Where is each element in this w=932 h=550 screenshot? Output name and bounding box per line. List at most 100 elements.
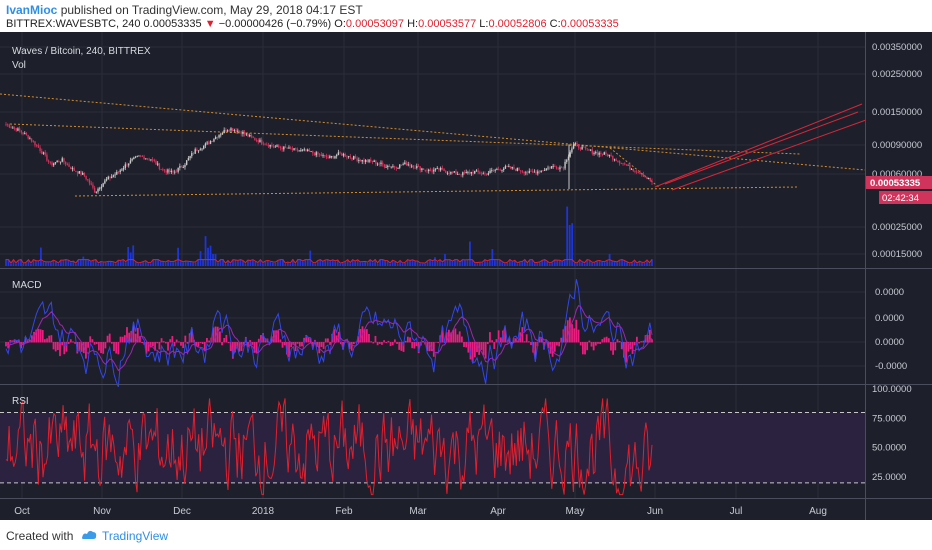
macd-histogram-bar xyxy=(521,327,524,343)
macd-histogram-bar xyxy=(400,342,403,351)
volume-bar xyxy=(596,261,599,266)
candle-body xyxy=(201,148,203,150)
macd-histogram-bar xyxy=(98,342,100,351)
macd-histogram-bar xyxy=(288,342,290,358)
volume-bar xyxy=(27,260,30,266)
volume-bar xyxy=(546,261,549,266)
volume-ma-line xyxy=(6,258,653,264)
candle-body xyxy=(489,170,491,174)
macd-histogram-bar xyxy=(437,342,440,343)
volume-bar xyxy=(242,260,244,266)
macd-histogram-bar xyxy=(333,329,336,343)
candle-body xyxy=(547,167,549,169)
volume-bar xyxy=(30,263,32,266)
macd-histogram-bar xyxy=(281,342,284,348)
macd-histogram-bar xyxy=(121,336,124,343)
candle-body xyxy=(204,143,207,146)
macd-histogram-bar xyxy=(381,342,383,345)
candle-body xyxy=(465,172,467,174)
macd-histogram-bar xyxy=(251,342,254,345)
macd-histogram-bar xyxy=(20,342,23,349)
volume-bar xyxy=(239,259,242,266)
candle-body xyxy=(356,158,358,161)
volume-bar xyxy=(528,260,531,266)
main-pane-title: Waves / Bitcoin, 240, BITTREX xyxy=(12,46,151,57)
candle-body xyxy=(417,166,420,167)
volume-bar xyxy=(187,261,189,266)
candle-body xyxy=(598,152,600,155)
candle-body xyxy=(537,171,539,174)
volume-bar xyxy=(15,263,17,266)
candle-body xyxy=(392,166,394,168)
candle-body xyxy=(499,169,502,171)
macd-histogram-bar xyxy=(396,342,398,344)
chart-area[interactable]: Oct Nov Dec 2018 Feb Mar Apr May Jun Jul Aug 0.0035… xyxy=(0,32,932,520)
volume-bar xyxy=(232,259,234,266)
macd-histogram-bar xyxy=(495,339,498,343)
macd-histogram-bar xyxy=(212,327,215,343)
candle-body xyxy=(7,124,9,126)
macd-histogram-bar xyxy=(579,342,582,346)
candle-body xyxy=(629,164,631,170)
volume-bar xyxy=(641,263,643,266)
macd-histogram-bar xyxy=(597,342,599,344)
candle-body xyxy=(42,152,45,154)
y-tick-label: 0.00025000 xyxy=(872,222,922,233)
macd-histogram-bar xyxy=(54,342,57,352)
candle-body xyxy=(324,155,326,156)
volume-bar xyxy=(192,262,194,266)
volume-bar xyxy=(122,259,125,266)
macd-histogram-bar xyxy=(33,331,35,343)
volume-bar xyxy=(69,262,72,266)
candle-body xyxy=(353,156,355,160)
x-tick-label: Oct xyxy=(14,506,30,517)
volume-bar xyxy=(591,262,594,266)
macd-histogram-bar xyxy=(164,342,167,344)
macd-histogram-bar xyxy=(273,330,275,343)
tradingview-link[interactable]: TradingView xyxy=(102,529,169,543)
candle-body xyxy=(375,160,377,164)
author-link[interactable]: IvanMioc xyxy=(6,3,58,17)
candle-body xyxy=(196,149,198,151)
candle-body xyxy=(180,166,183,168)
candle-body xyxy=(238,130,241,132)
candle-body xyxy=(526,172,529,174)
candle-body xyxy=(562,167,565,169)
volume-bar xyxy=(301,261,304,266)
volume-bar xyxy=(394,261,396,266)
macd-histogram-bar xyxy=(467,342,470,353)
chart-canvas[interactable]: Oct Nov Dec 2018 Feb Mar Apr May Jun Jul Aug 0.0035… xyxy=(0,32,932,520)
volume-bar xyxy=(488,259,491,266)
macd-histogram-bar xyxy=(234,342,236,353)
candle-body xyxy=(520,170,522,172)
volume-bar xyxy=(538,262,541,266)
candle-body xyxy=(644,176,646,178)
volume-bar xyxy=(79,259,82,266)
macd-histogram-bar xyxy=(465,342,468,348)
macd-histogram-bar xyxy=(216,326,219,343)
candle-body xyxy=(468,172,471,174)
candle-body xyxy=(286,147,288,149)
candle-body xyxy=(325,155,328,158)
candle-body xyxy=(185,160,188,165)
volume-bar xyxy=(573,263,576,266)
volume-bar xyxy=(67,260,70,266)
volume-bar xyxy=(244,263,247,266)
macd-histogram-bar xyxy=(633,342,636,346)
macd-histogram-bar xyxy=(581,342,584,355)
candle-body xyxy=(192,153,195,154)
volume-bar xyxy=(421,263,424,266)
macd-histogram-bar xyxy=(458,331,461,343)
candle-body xyxy=(395,167,398,169)
down-arrow-icon: ▼ xyxy=(204,18,216,30)
volume-bar xyxy=(179,261,182,266)
volume-bar xyxy=(40,247,42,266)
candle-body xyxy=(184,164,186,168)
macd-histogram-bar xyxy=(387,340,390,343)
macd-histogram-bar xyxy=(564,325,567,343)
volume-bar xyxy=(234,260,237,266)
volume-bar xyxy=(137,263,140,266)
candle-body xyxy=(206,142,208,144)
macd-histogram-bar xyxy=(257,338,260,343)
volume-bar xyxy=(306,259,309,266)
